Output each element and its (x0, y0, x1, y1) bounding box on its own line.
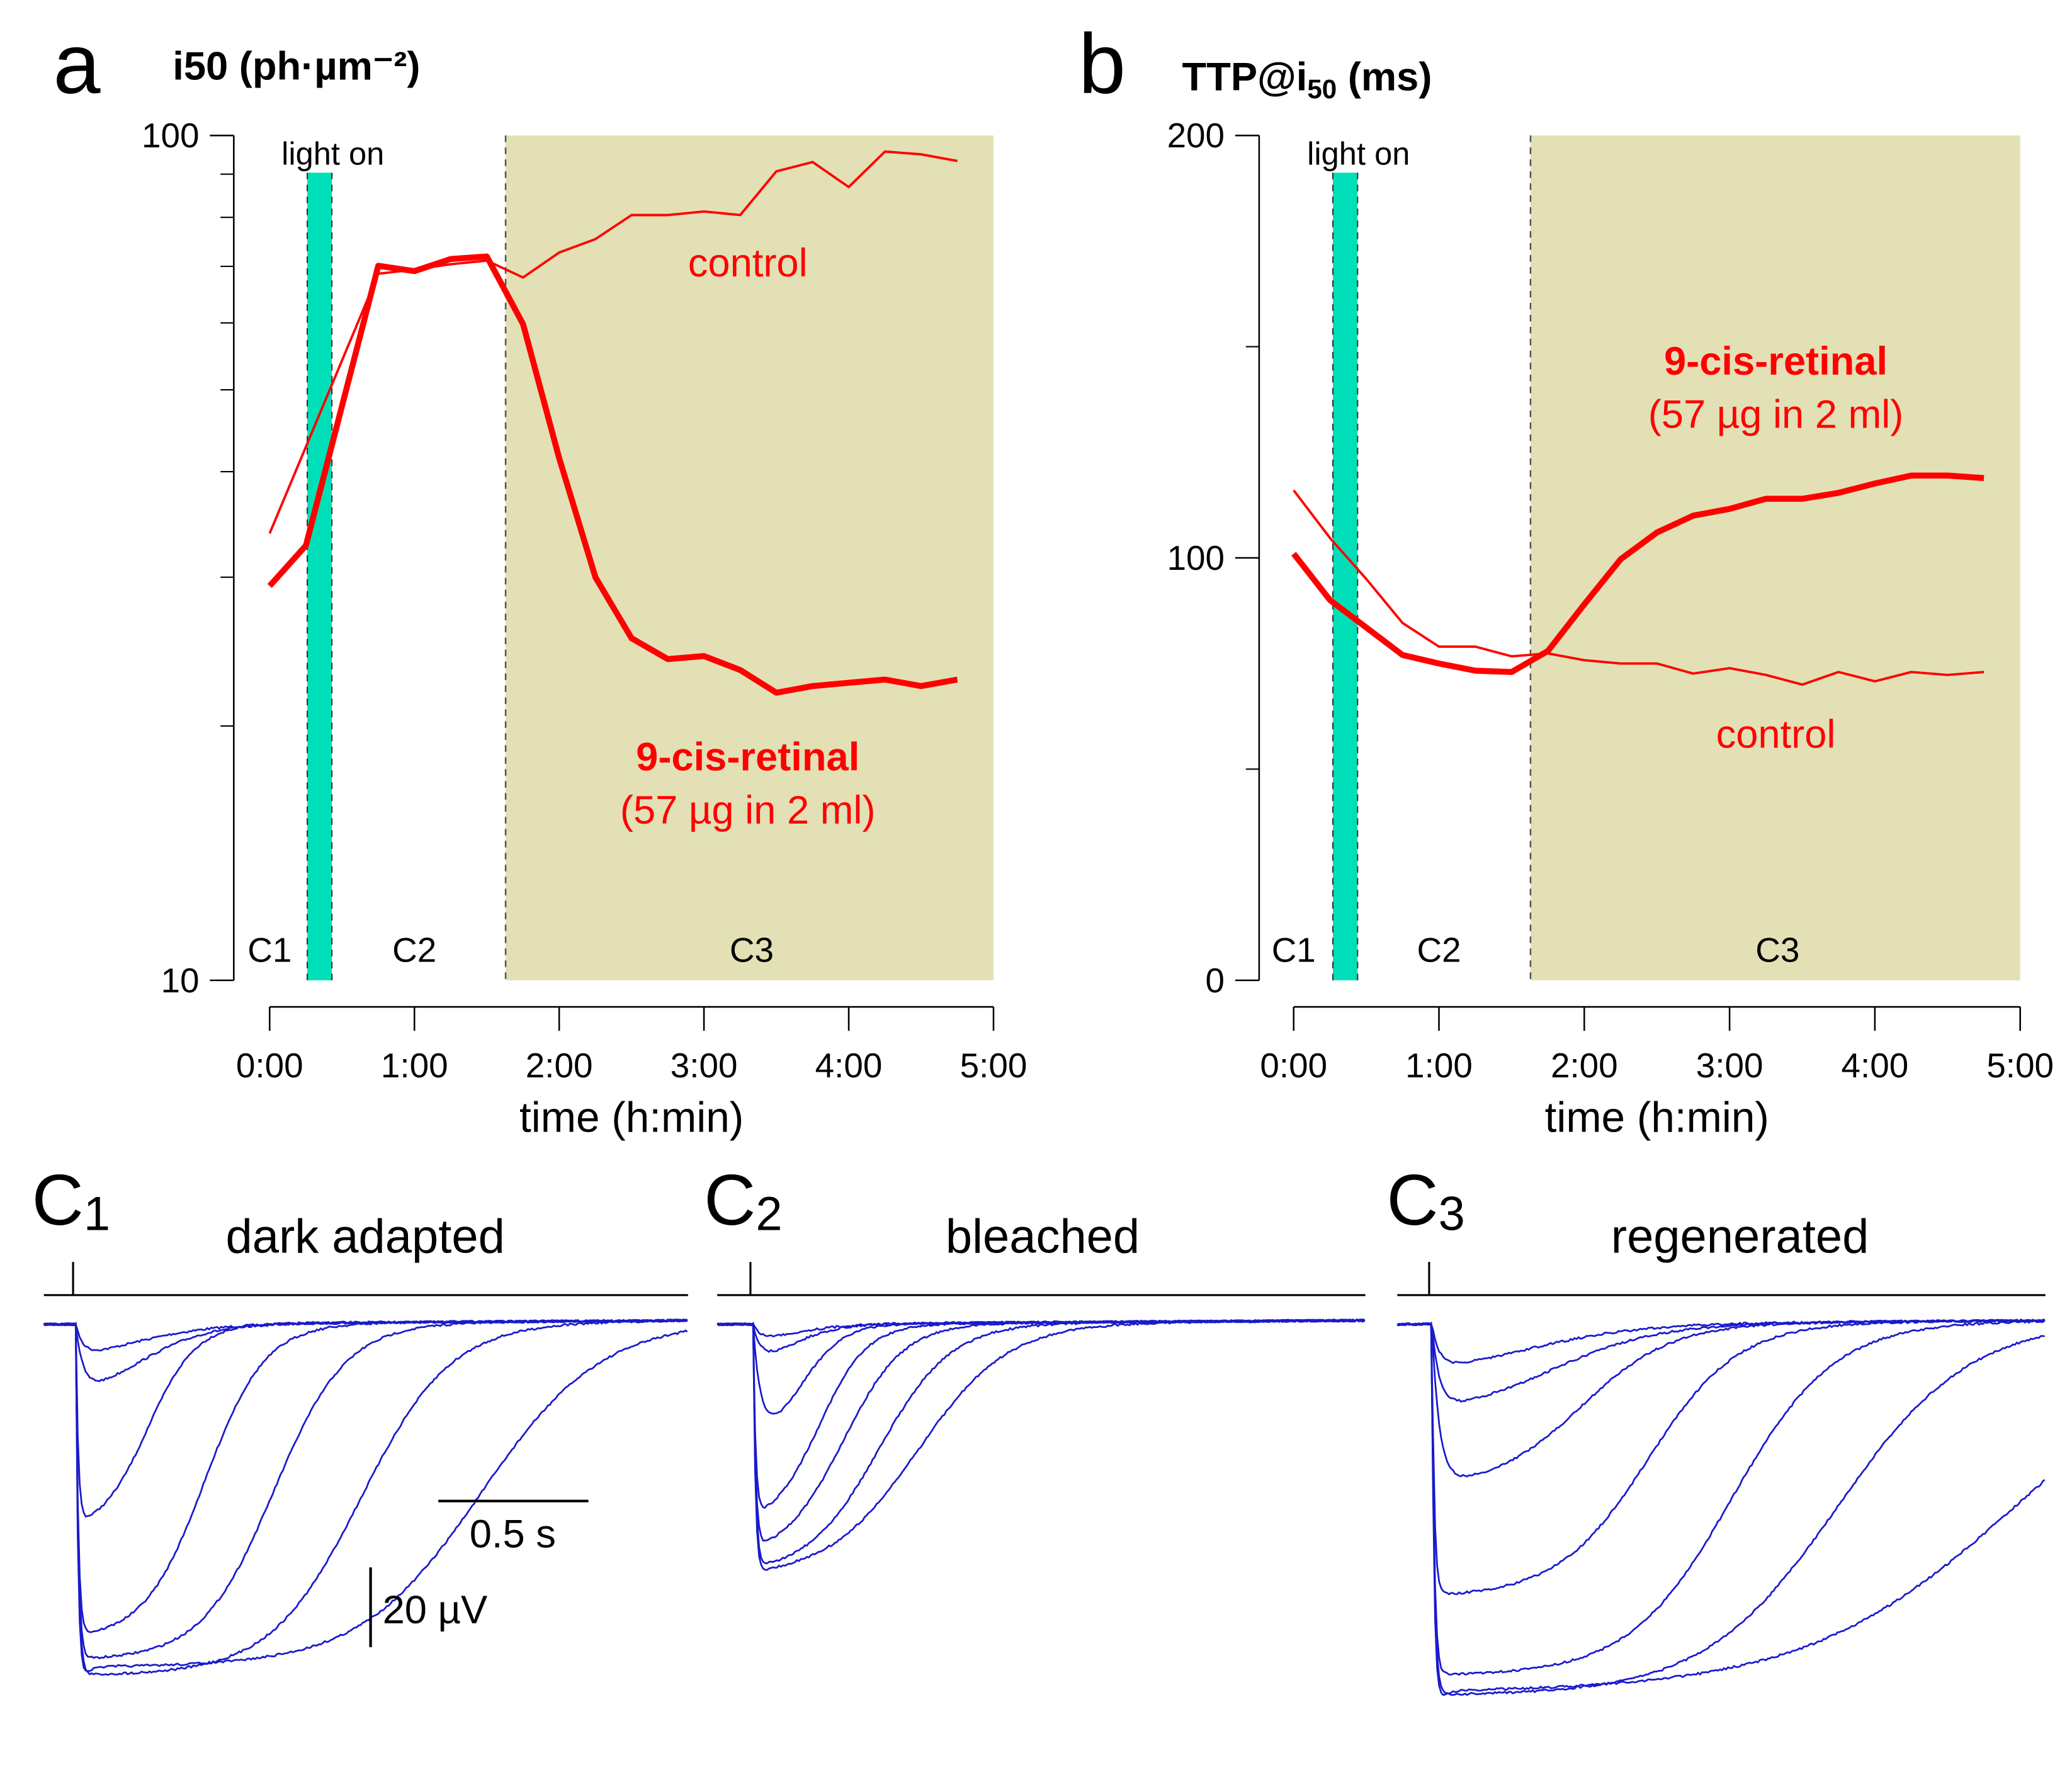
region-label-c2: C2 (392, 930, 436, 969)
x-axis-label: time (h:min) (1545, 1094, 1769, 1141)
response-trace (716, 1318, 1366, 1571)
amplitude-scale-label: 20 µV (383, 1588, 488, 1632)
region-label-c1: C1 (1272, 930, 1316, 969)
response-trace (43, 1319, 688, 1382)
panel-title: i50 (ph·µm⁻²) (173, 45, 420, 89)
panel-letter: C (32, 1160, 84, 1240)
title-main: TTP@i (1182, 55, 1308, 99)
response-trace (43, 1319, 688, 1676)
title-rest: (ms) (1337, 55, 1432, 99)
series-label: 9-cis-retinal (636, 735, 859, 780)
light-on-label: light on (1307, 136, 1410, 172)
title-subscript: 50 (1307, 74, 1337, 104)
series-sublabel: (57 µg in 2 ml) (620, 788, 876, 832)
panel-b: light on 0 100 200 0:00 1:00 2:00 3:00 4:00 5:00 t… (1078, 16, 2054, 1142)
panel-label: C1 (32, 1160, 110, 1240)
response-trace (1397, 1319, 2045, 1403)
time-scale-label: 0.5 s (470, 1512, 556, 1557)
trace-panel-c1: C1 dark adapted (32, 1160, 688, 1676)
panel-title: TTP@i50 (ms) (1182, 55, 1432, 104)
series-line-9-cis-retinal (267, 253, 958, 696)
response-trace (43, 1322, 688, 1672)
light-on-label: light on (281, 136, 384, 172)
response-trace (1396, 1319, 2046, 1676)
response-trace (716, 1319, 1365, 1542)
x-tick-label: 2:00 (1551, 1046, 1618, 1085)
light-on-bar (1333, 173, 1358, 980)
panel-title: regenerated (1611, 1210, 1869, 1263)
x-tick-label: 5:00 (1986, 1046, 2054, 1085)
x-tick-label: 4:00 (1842, 1046, 1909, 1085)
response-trace (1396, 1319, 2045, 1478)
panel-letter: C (704, 1160, 756, 1240)
response-trace (716, 1318, 1366, 1565)
panel-label: C3 (1386, 1160, 1465, 1240)
panel-subscript: 2 (756, 1187, 782, 1240)
series-line-control (1293, 489, 1984, 686)
series-sublabel: (57 µg in 2 ml) (1648, 392, 1904, 436)
region-label-c1: C1 (247, 930, 292, 969)
c3-shaded-region (1530, 135, 2020, 980)
region-label-c3: C3 (1755, 930, 1799, 969)
panel-label: a (53, 16, 101, 111)
x-axis-label: time (h:min) (519, 1094, 744, 1141)
response-trace (1397, 1319, 2046, 1596)
series-label: 9-cis-retinal (1664, 339, 1888, 383)
y-tick-label: 100 (1167, 538, 1225, 577)
x-tick-label: 0:00 (236, 1046, 303, 1085)
region-label-c3: C3 (730, 930, 774, 969)
panel-label: b (1078, 16, 1126, 111)
panel-letter: C (1386, 1160, 1438, 1240)
region-label-c2: C2 (1417, 930, 1461, 969)
response-trace (43, 1318, 688, 1633)
response-trace (717, 1318, 1365, 1509)
x-tick-label: 2:00 (526, 1046, 593, 1085)
x-tick-label: 3:00 (671, 1046, 738, 1085)
panel-subscript: 1 (84, 1187, 110, 1240)
panel-title: bleached (946, 1210, 1140, 1263)
trace-panel-c3: C3 regenerated (1386, 1160, 2046, 1696)
response-trace (1397, 1322, 2045, 1696)
series-line-9-cis-retinal (1291, 472, 1984, 675)
x-tick-label: 1:00 (1405, 1046, 1473, 1085)
response-trace (1396, 1321, 2046, 1696)
series-line-control (268, 150, 958, 534)
panel-label: C2 (704, 1160, 783, 1240)
x-tick-label: 1:00 (381, 1046, 448, 1085)
trace-panel-c2: C2 bleached (704, 1160, 1366, 1571)
y-tick-label: 0 (1206, 961, 1225, 1000)
y-tick-label: 200 (1167, 116, 1225, 155)
x-tick-label: 4:00 (815, 1046, 883, 1085)
series-label: control (688, 241, 808, 285)
series-label: control (1716, 713, 1836, 757)
y-tick-label: 100 (142, 116, 199, 155)
panel-title: dark adapted (226, 1210, 505, 1263)
y-tick-label: 10 (161, 961, 199, 1000)
response-trace (43, 1319, 688, 1660)
panel-subscript: 3 (1439, 1187, 1465, 1240)
x-tick-label: 0:00 (1260, 1046, 1327, 1085)
response-trace (716, 1318, 1366, 1415)
panel-a: light on 10 100 0:00 1:00 2:00 3:00 4:00 5:00 tim… (53, 16, 1027, 1142)
x-tick-label: 5:00 (960, 1046, 1028, 1085)
light-on-bar (307, 173, 332, 980)
x-tick-label: 3:00 (1696, 1046, 1763, 1085)
response-trace (43, 1319, 688, 1518)
